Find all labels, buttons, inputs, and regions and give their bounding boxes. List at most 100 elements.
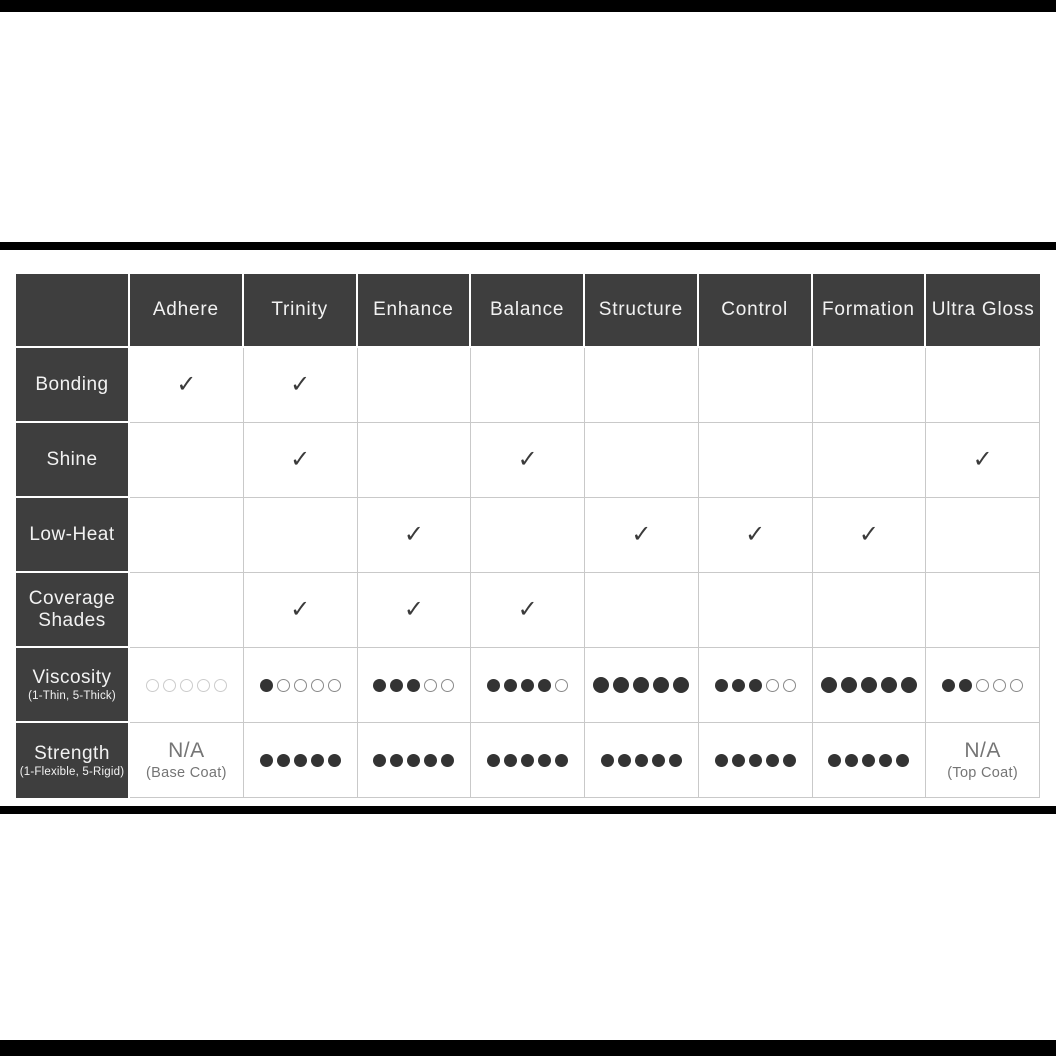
cell-viscosity-ultra-gloss [926, 648, 1040, 723]
cell-shine-structure [585, 423, 699, 498]
feature-row-shine: Shine ✓ ✓ ✓ [16, 423, 1040, 498]
feature-row-viscosity: Viscosity (1-Thin, 5-Thick) [16, 648, 1040, 723]
rating-dot-empty [276, 678, 290, 692]
rating-dots [585, 677, 698, 693]
cell-coverage-shades-control [698, 573, 813, 648]
header-cell-ultra-gloss: Ultra Gloss [926, 274, 1040, 348]
cell-coverage-shades-adhere [130, 573, 244, 648]
rating-dots [813, 677, 926, 693]
rating-dot-filled [373, 753, 387, 767]
check-icon: ✓ [290, 371, 311, 398]
cell-strength-formation [812, 723, 927, 798]
check-icon: ✓ [290, 596, 311, 623]
rating-dots [244, 678, 357, 692]
cell-viscosity-structure [585, 648, 699, 723]
rating-dot-filled [555, 753, 569, 767]
rating-dot-filled [714, 678, 728, 692]
rating-dot-filled [714, 753, 728, 767]
rating-dot-filled [765, 753, 779, 767]
cell-low-heat-structure: ✓ [585, 498, 699, 573]
cell-viscosity-enhance [357, 648, 472, 723]
check-icon: ✓ [745, 521, 766, 548]
cell-coverage-shades-ultra-gloss [926, 573, 1040, 648]
rating-dots [130, 678, 243, 692]
cell-viscosity-balance [471, 648, 585, 723]
cell-shine-control [698, 423, 813, 498]
rating-dot-empty [213, 678, 227, 692]
top-black-bar [0, 0, 1056, 12]
cell-strength-structure [585, 723, 699, 798]
rating-dot-filled [593, 677, 610, 693]
rating-dots [699, 678, 812, 692]
row-label-text: Viscosity [32, 666, 112, 688]
rating-dot-filled [862, 753, 876, 767]
rating-dot-empty [162, 678, 176, 692]
rating-dot-filled [259, 753, 273, 767]
cell-low-heat-ultra-gloss [926, 498, 1040, 573]
rating-dot-empty [1010, 678, 1024, 692]
rating-dot-filled [310, 753, 324, 767]
feature-row-low-heat: Low-Heat ✓ ✓ ✓ ✓ [16, 498, 1040, 573]
check-icon: ✓ [403, 596, 424, 623]
cell-low-heat-balance [471, 498, 585, 573]
upper-divider-bar [0, 242, 1056, 250]
rating-dot-filled [731, 678, 745, 692]
rating-dot-empty [327, 678, 341, 692]
cell-low-heat-formation: ✓ [812, 498, 927, 573]
cell-bonding-balance [471, 348, 585, 423]
header-row: Adhere Trinity Enhance Balance Structure Cont… [16, 274, 1040, 348]
check-icon: ✓ [972, 446, 993, 473]
row-label-text: Strength [34, 742, 110, 764]
rating-dot-filled [538, 753, 552, 767]
rating-dot-filled [390, 678, 404, 692]
row-label-subtext: (1-Thin, 5-Thick) [28, 690, 116, 703]
rating-dot-filled [828, 753, 842, 767]
rating-dot-empty [145, 678, 159, 692]
rating-dot-filled [634, 753, 648, 767]
check-icon: ✓ [631, 521, 652, 548]
rating-dots [926, 678, 1039, 692]
cell-low-heat-enhance: ✓ [357, 498, 472, 573]
check-icon: ✓ [176, 371, 197, 398]
rating-dot-filled [880, 677, 897, 693]
rating-dot-filled [668, 753, 682, 767]
row-label-strength: Strength (1-Flexible, 5-Rigid) [16, 723, 130, 798]
rating-dot-empty [424, 678, 438, 692]
cell-viscosity-control [698, 648, 813, 723]
rating-dot-empty [293, 678, 307, 692]
rating-dot-filled [390, 753, 404, 767]
cell-viscosity-trinity [243, 648, 358, 723]
row-label-text: Bonding [35, 373, 109, 395]
rating-dot-filled [259, 678, 273, 692]
rating-dot-filled [521, 753, 535, 767]
header-cell-enhance: Enhance [357, 274, 472, 348]
rating-dot-filled [942, 678, 956, 692]
cell-coverage-shades-balance: ✓ [471, 573, 585, 648]
row-label-text: Shine [46, 448, 98, 470]
cell-strength-balance [471, 723, 585, 798]
rating-dot-filled [845, 753, 859, 767]
cell-viscosity-formation [812, 648, 927, 723]
cell-shine-formation [812, 423, 927, 498]
rating-dot-filled [731, 753, 745, 767]
bottom-black-bar [0, 1040, 1056, 1056]
rating-dot-filled [633, 677, 650, 693]
rating-dot-filled [748, 678, 762, 692]
rating-dots [358, 678, 471, 692]
rating-dots [471, 678, 584, 692]
cell-bonding-ultra-gloss [926, 348, 1040, 423]
cell-coverage-shades-trinity: ✓ [243, 573, 358, 648]
row-label-subtext: (1-Flexible, 5-Rigid) [19, 766, 125, 779]
cell-strength-control [698, 723, 813, 798]
header-cell-balance: Balance [471, 274, 585, 348]
rating-dot-empty [310, 678, 324, 692]
cell-strength-enhance [357, 723, 472, 798]
rating-dots [585, 753, 698, 767]
rating-dot-filled [293, 753, 307, 767]
cell-bonding-formation [812, 348, 927, 423]
cell-coverage-shades-enhance: ✓ [357, 573, 472, 648]
row-label-shine: Shine [16, 423, 130, 498]
rating-dot-filled [504, 678, 518, 692]
rating-dot-filled [487, 678, 501, 692]
